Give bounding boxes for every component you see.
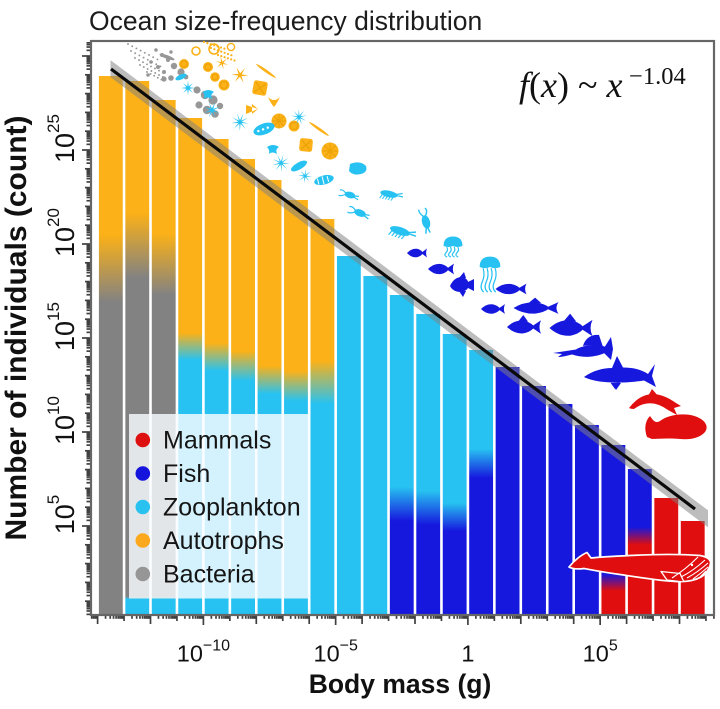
svg-text:Number of individuals (count): Number of individuals (count) [0, 116, 33, 541]
svg-text:Body mass (g): Body mass (g) [309, 669, 492, 699]
svg-text:1: 1 [461, 641, 474, 667]
svg-text:Fish: Fish [163, 460, 210, 488]
svg-text:Ocean size-frequency distribut: Ocean size-frequency distribution [89, 6, 482, 36]
svg-text:1025: 1025 [44, 114, 80, 163]
svg-text:Bacteria: Bacteria [163, 561, 255, 589]
svg-text:Autotrophs: Autotrophs [163, 527, 284, 555]
svg-text:Mammals: Mammals [163, 427, 271, 455]
svg-text:−1.04: −1.04 [629, 63, 686, 90]
svg-text:f(x) ~ x: f(x) ~ x [519, 65, 622, 105]
svg-text:Zooplankton: Zooplankton [163, 494, 301, 522]
